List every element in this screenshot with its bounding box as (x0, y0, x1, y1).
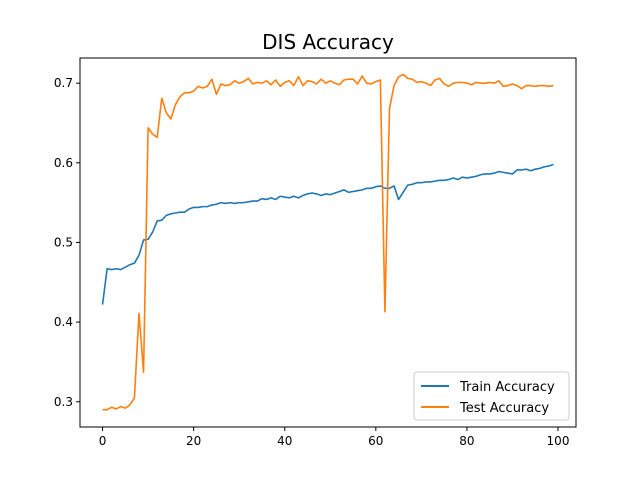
y-tick-label: 0.5 (54, 235, 73, 249)
chart-title: DIS Accuracy (262, 30, 394, 54)
x-tick-label: 80 (459, 434, 474, 448)
legend-label: Test Accuracy (459, 401, 549, 416)
x-tick-label: 60 (368, 434, 383, 448)
series-line-train-accuracy (101, 163, 554, 305)
y-tick-label: 0.3 (54, 395, 73, 409)
y-tick-label: 0.4 (54, 315, 73, 329)
legend-label: Train Accuracy (459, 380, 555, 395)
series-line-test-accuracy (102, 73, 554, 411)
y-tick-label: 0.7 (54, 76, 73, 90)
x-axis: 0 20 40 60 80 100 (99, 427, 570, 448)
y-tick-label: 0.6 (54, 156, 73, 170)
x-tick-label: 40 (277, 434, 292, 448)
plot-lines (101, 73, 554, 411)
y-axis: 0.3 0.4 0.5 0.6 0.7 (54, 76, 80, 409)
x-tick-label: 20 (186, 434, 201, 448)
x-tick-label: 100 (547, 434, 570, 448)
x-tick-label: 0 (99, 434, 107, 448)
legend: Train Accuracy Test Accuracy (413, 371, 570, 421)
legend-box (413, 371, 570, 421)
